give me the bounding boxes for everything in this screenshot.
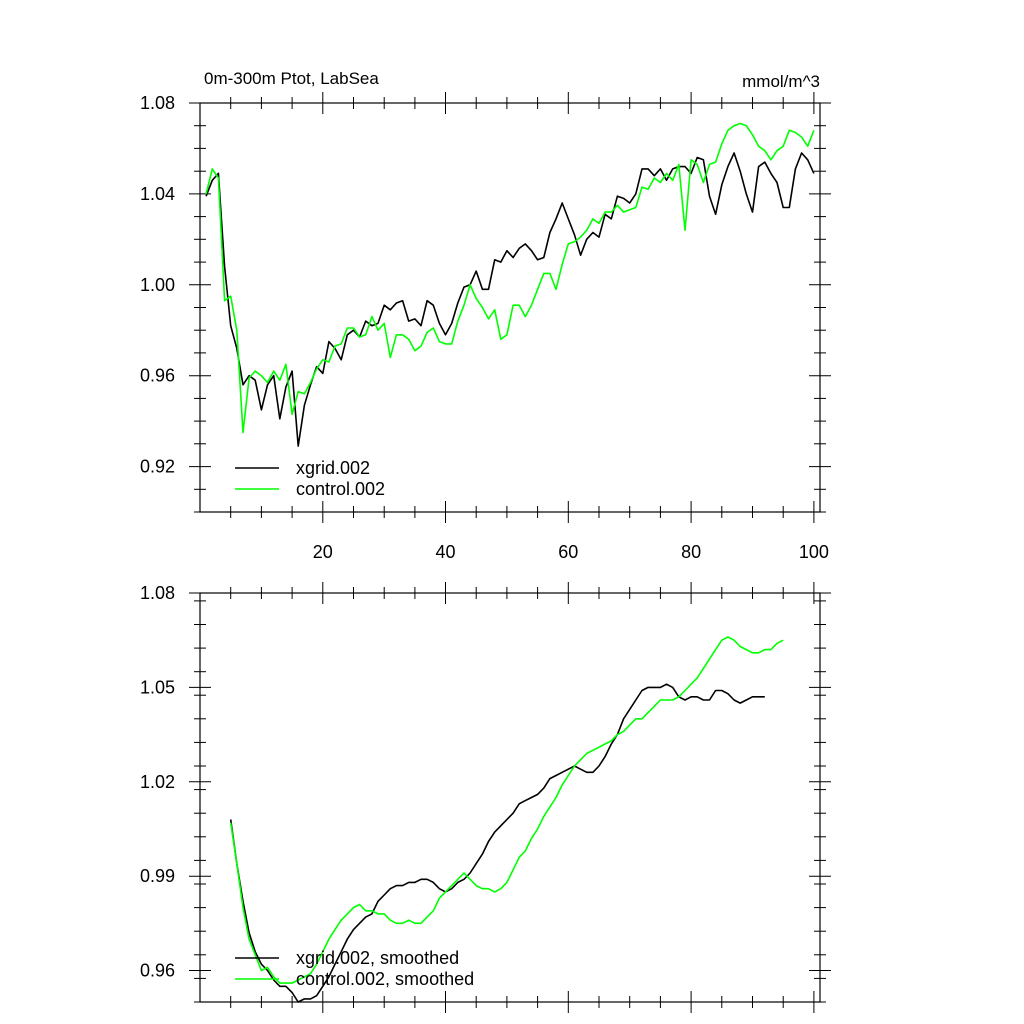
bottom-plot-ytick-label: 0.99 <box>140 866 175 886</box>
bottom-plot-panel: 0.96 0.99 1.02 1.05 1.08 xgrid.002, smoothed… <box>140 582 831 1013</box>
bottom-plot-ytick-label: 1.05 <box>140 677 175 697</box>
top-plot-legend-label-control-002: control.002 <box>296 479 385 499</box>
bottom-plot-ytick-label: 1.08 <box>140 583 175 603</box>
top-plot-series-xgrid-002 <box>205 152 815 447</box>
top-plot-title: 0m-300m Ptot, LabSea <box>204 69 379 88</box>
top-plot-ytick-label: 1.04 <box>140 184 175 204</box>
top-plot-units: mmol/m^3 <box>742 72 820 91</box>
top-plot-ticks: 20 40 60 80 100 0.92 0.96 1.00 1.04 1.08 <box>140 92 831 562</box>
top-plot-xtick-label: 40 <box>435 542 455 562</box>
top-plot-panel: 0m-300m Ptot, LabSea mmol/m^3 20 40 60 80 10… <box>140 69 831 562</box>
top-plot-xtick-label: 100 <box>799 542 829 562</box>
bottom-plot-ytick-label: 1.02 <box>140 772 175 792</box>
top-plot-legend-label-xgrid-002: xgrid.002 <box>296 458 370 478</box>
bottom-plot-series-control-002-smoothed <box>229 636 784 984</box>
top-plot-ytick-label: 0.92 <box>140 457 175 477</box>
bottom-plot-frame <box>199 592 821 1003</box>
top-plot-frame <box>199 102 821 513</box>
bottom-plot-legend-label-xgrid-002-smoothed: xgrid.002, smoothed <box>296 948 459 968</box>
top-plot-xtick-label: 20 <box>313 542 333 562</box>
bottom-plot-series-xgrid-002-smoothed <box>229 683 765 1003</box>
bottom-plot-legend-label-control-002-smoothed: control.002, smoothed <box>296 969 474 989</box>
bottom-plot-ticks: 0.96 0.99 1.02 1.05 1.08 <box>140 582 831 1013</box>
bottom-plot-ytick-label: 0.96 <box>140 961 175 981</box>
top-plot-xtick-label: 60 <box>558 542 578 562</box>
bottom-plot-lines <box>229 636 784 1003</box>
top-plot-ytick-label: 0.96 <box>140 366 175 386</box>
top-plot-ytick-label: 1.00 <box>140 275 175 295</box>
top-plot-lines <box>205 122 815 447</box>
top-plot-ytick-label: 1.08 <box>140 93 175 113</box>
top-plot-xtick-label: 80 <box>681 542 701 562</box>
top-plot-series-control-002 <box>205 122 815 434</box>
